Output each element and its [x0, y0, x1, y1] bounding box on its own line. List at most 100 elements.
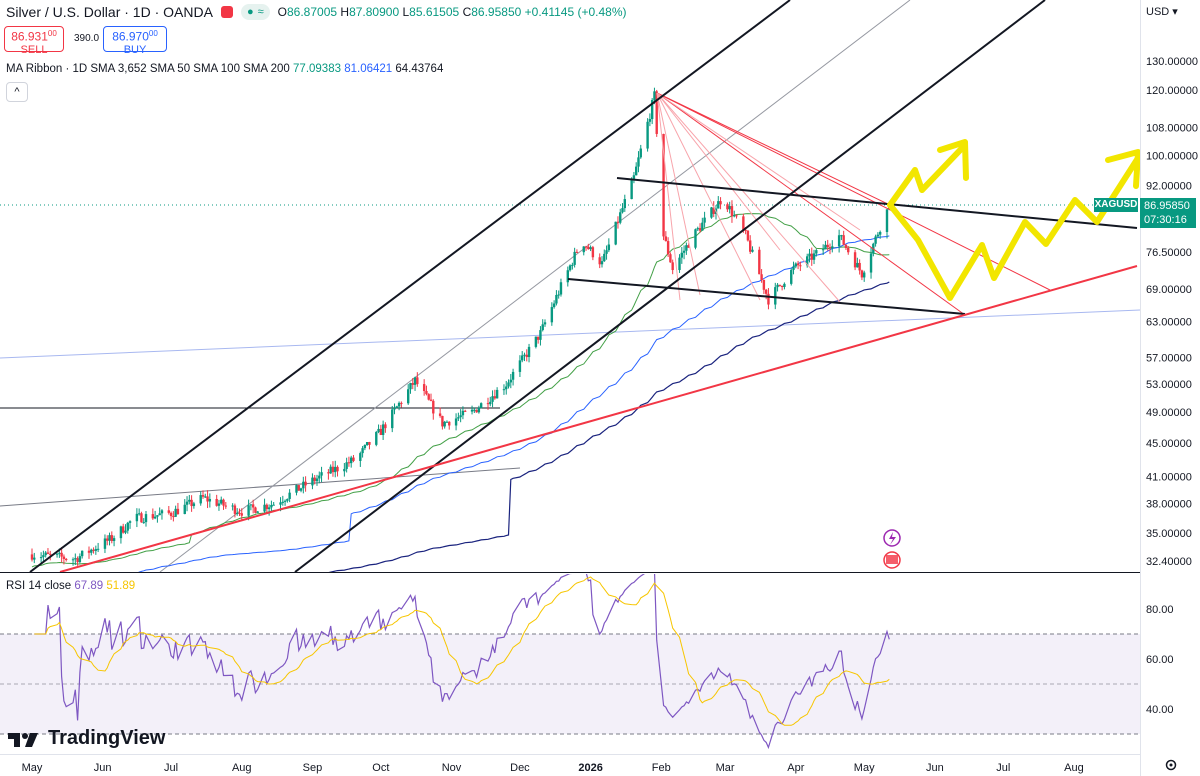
candle	[491, 390, 494, 408]
candle	[391, 405, 394, 433]
candle	[352, 455, 355, 463]
candle	[639, 144, 642, 159]
candle	[112, 535, 116, 547]
candle	[794, 262, 797, 269]
tradingview-icon	[8, 732, 38, 747]
candle	[694, 228, 697, 250]
y-axis-tick-label: 53.00000	[1146, 379, 1192, 391]
candle	[505, 380, 508, 395]
candle	[473, 407, 476, 414]
candle	[796, 260, 800, 270]
lightning-icon	[889, 532, 896, 545]
candle	[281, 495, 284, 506]
candle	[518, 355, 522, 378]
candle	[566, 266, 569, 287]
candle	[201, 490, 205, 499]
collapse-legend-button[interactable]: ^	[6, 82, 28, 102]
candle	[607, 238, 611, 253]
y-axis-tick-label: 92.00000	[1146, 180, 1192, 192]
projection-arrows	[887, 139, 1140, 301]
candle	[46, 548, 50, 555]
sell-button[interactable]: 86.93100 SELL	[4, 26, 64, 56]
candle	[762, 279, 766, 294]
candle	[682, 245, 686, 260]
candle	[831, 240, 834, 253]
candle	[792, 261, 795, 275]
candle	[840, 234, 843, 241]
candle	[863, 270, 866, 282]
candle	[318, 471, 321, 484]
candle	[270, 500, 273, 513]
candle	[192, 501, 196, 509]
candle	[717, 196, 720, 209]
x-axis-tick-label: Jun	[926, 762, 944, 774]
y-axis-tick-label: 32.40000	[1146, 556, 1192, 568]
candle	[108, 532, 111, 546]
rsi-legend[interactable]: RSI 14 close 67.89 51.89	[6, 580, 136, 592]
candle	[603, 249, 606, 262]
x-axis-tick-label: Jul	[164, 762, 178, 774]
candle	[62, 554, 66, 565]
candle	[331, 461, 335, 477]
candle	[876, 232, 880, 238]
candle	[783, 282, 786, 290]
candle	[856, 257, 859, 268]
candle	[283, 499, 287, 506]
candle	[263, 498, 266, 513]
candle	[169, 511, 173, 520]
candle	[521, 351, 524, 363]
x-axis-tick-label: Jun	[94, 762, 112, 774]
candle	[767, 288, 770, 310]
candle	[728, 201, 731, 214]
symbol-title[interactable]: Silver / U.S. Dollar · 1D · OANDA	[6, 4, 213, 20]
x-axis-tick-label: May	[854, 762, 875, 774]
ma-ribbon-legend[interactable]: MA Ribbon · 1D SMA 3,652 SMA 50 SMA 100 …	[6, 63, 444, 75]
candle	[650, 98, 654, 125]
candle	[78, 553, 82, 564]
candle	[605, 245, 608, 260]
candle	[311, 473, 314, 490]
channel-midline	[159, 0, 911, 572]
chevron-down-icon: ▾	[1169, 6, 1178, 18]
candle	[812, 249, 816, 265]
candle	[860, 269, 864, 281]
x-axis-tick-label: Aug	[1064, 762, 1084, 774]
candle	[441, 415, 444, 430]
y-axis-tick-label: 63.00000	[1146, 317, 1192, 329]
candle	[153, 510, 157, 520]
candle	[295, 484, 298, 496]
candle	[359, 451, 362, 467]
candle	[140, 511, 143, 523]
tradingview-logo[interactable]: TradingView	[8, 727, 165, 750]
market-status-icon[interactable]	[220, 6, 233, 18]
candle	[719, 197, 722, 210]
candle	[858, 259, 861, 275]
candle	[256, 510, 259, 513]
candle	[247, 499, 250, 521]
candle	[432, 399, 435, 420]
buy-button[interactable]: 86.97000 BUY	[103, 26, 167, 56]
candle	[397, 401, 401, 411]
candle	[808, 248, 811, 263]
candle	[614, 221, 617, 246]
candle	[375, 430, 378, 447]
candle	[365, 441, 369, 446]
candle	[696, 226, 699, 232]
settings-gear-icon[interactable]	[1164, 758, 1178, 772]
rsi-line	[34, 574, 890, 750]
candle	[751, 246, 754, 253]
candle	[710, 206, 713, 219]
candle	[384, 422, 387, 433]
data-status-pill[interactable]: ● ≈	[240, 4, 270, 20]
candle	[507, 379, 510, 389]
y-axis-tick-label: 108.00000	[1146, 123, 1198, 135]
symbol-price-tag: XAGUSD	[1094, 198, 1138, 212]
candle	[810, 247, 813, 266]
currency-selector[interactable]: USD ▾	[1146, 6, 1178, 18]
candle	[847, 245, 850, 255]
moving-average-line	[138, 235, 890, 572]
x-axis-tick-label: 2026	[578, 762, 602, 774]
candle	[368, 441, 371, 450]
candle	[345, 457, 348, 473]
